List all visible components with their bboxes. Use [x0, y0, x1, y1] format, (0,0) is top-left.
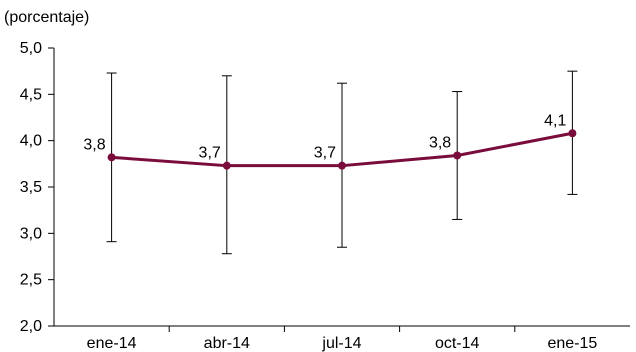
- data-point: [107, 153, 116, 162]
- data-label: 3,8: [429, 134, 451, 151]
- data-point: [338, 161, 346, 170]
- y-axis-ticks: 2,0 2,5 3,0 3,5 4,0 4,5 5,0: [20, 40, 54, 335]
- y-tick-label: 2,0: [20, 318, 42, 335]
- y-tick-label: 4,0: [20, 133, 42, 150]
- y-tick-label: 3,0: [20, 225, 42, 242]
- data-point: [453, 151, 462, 160]
- x-tick-label: oct-14: [435, 335, 480, 352]
- y-tick-label: 3,5: [20, 179, 42, 196]
- data-label: 3,7: [199, 145, 221, 162]
- y-unit-label: (porcentaje): [4, 9, 89, 26]
- y-tick-label: 5,0: [20, 40, 42, 57]
- data-label: 3,7: [314, 145, 336, 162]
- data-point: [568, 129, 577, 138]
- x-tick-label: jul-14: [321, 335, 361, 352]
- data-label: 4,1: [544, 112, 566, 129]
- x-tick-label: ene-15: [547, 335, 597, 352]
- x-axis-ticks: ene-14 abr-14 jul-14 oct-14 ene-15: [87, 326, 597, 352]
- x-tick-label: abr-14: [204, 335, 250, 352]
- x-tick-label: ene-14: [87, 335, 137, 352]
- data-label: 3,8: [83, 136, 105, 153]
- y-tick-label: 2,5: [20, 272, 42, 289]
- series-group: [107, 129, 577, 170]
- data-labels: 3,8 3,7 3,7 3,8 4,1: [83, 112, 566, 161]
- data-point: [222, 161, 231, 170]
- y-tick-label: 4,5: [20, 86, 42, 103]
